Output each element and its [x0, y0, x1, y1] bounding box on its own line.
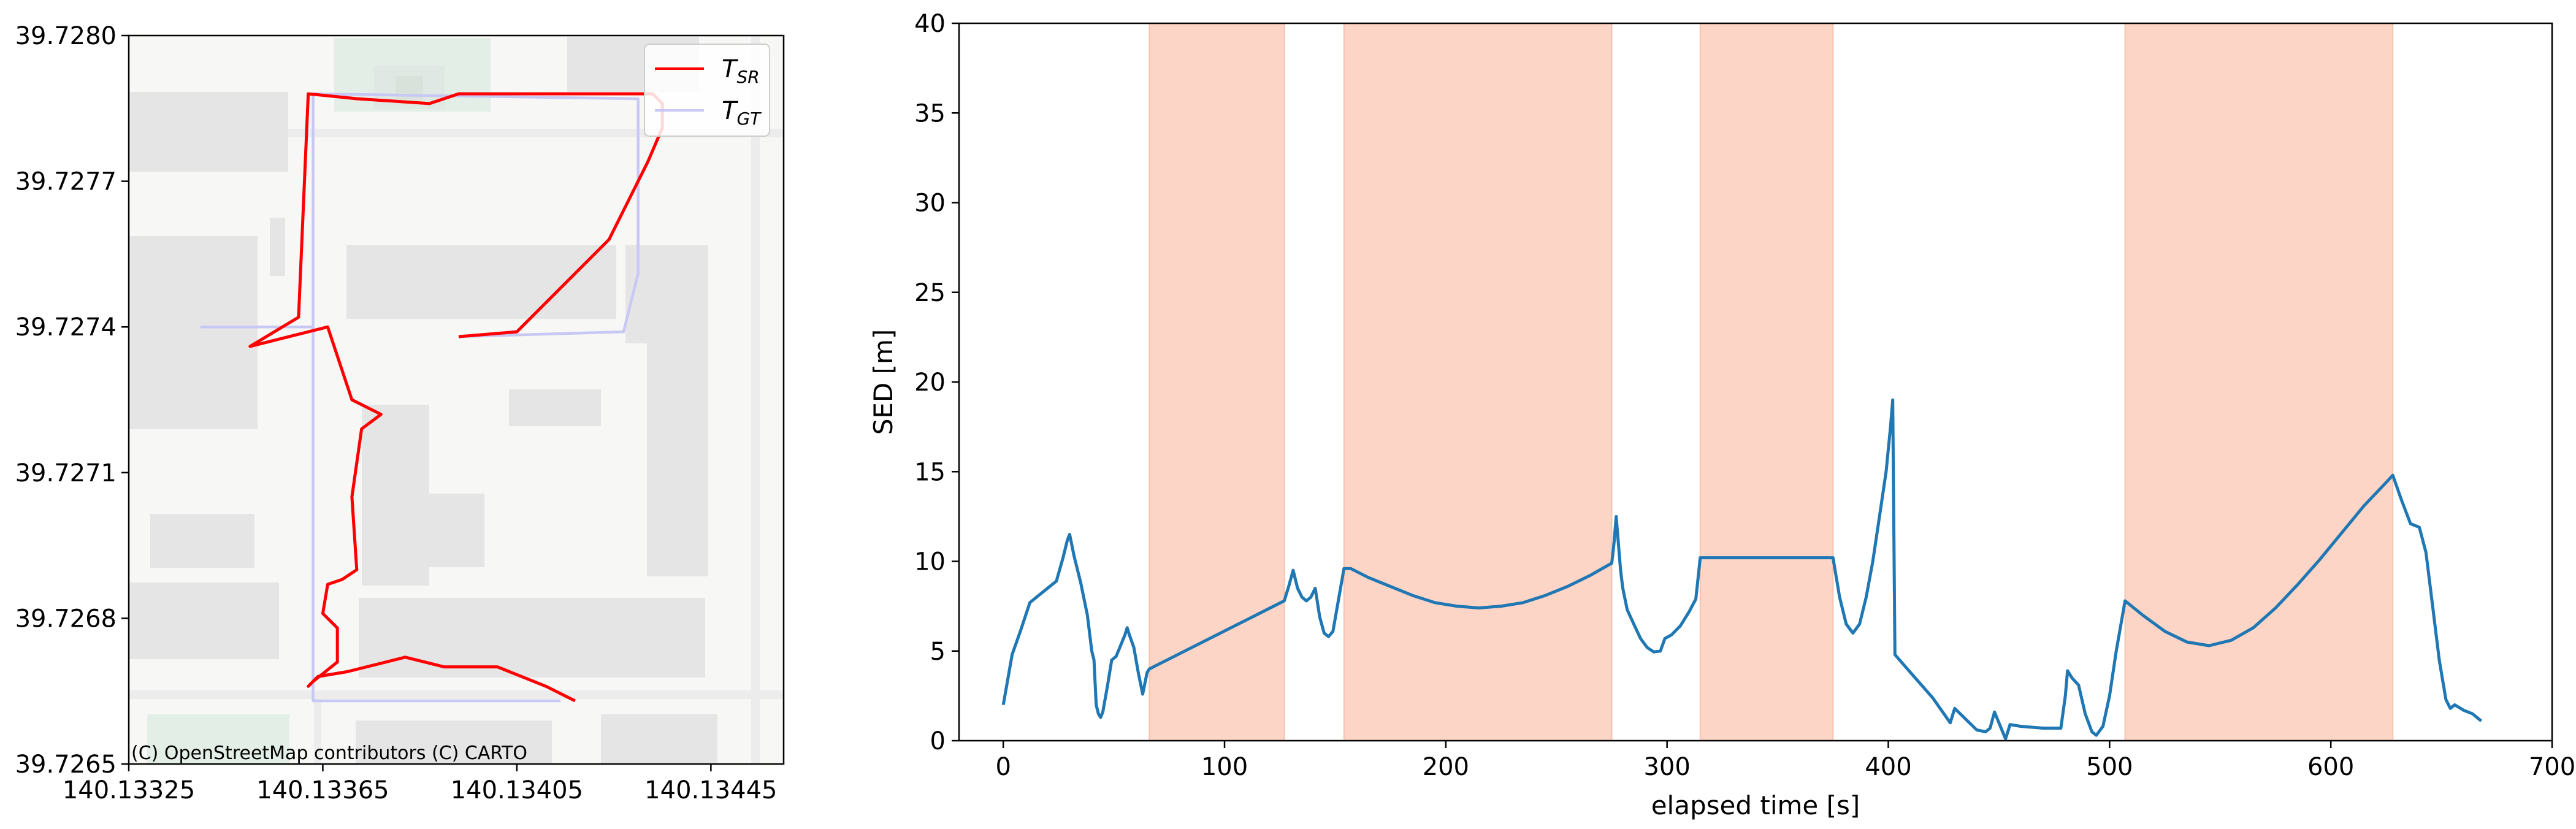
- x-tick-label: 0: [995, 753, 1011, 781]
- map-frame: [128, 34, 785, 765]
- y-tick-label: 40: [914, 10, 946, 38]
- x-tick-label: 140.13365: [256, 776, 389, 804]
- road: [129, 129, 784, 137]
- building: [647, 343, 708, 576]
- sed-x-axis-label: elapsed time [s]: [1651, 790, 1860, 820]
- building: [601, 714, 717, 764]
- trajectory-gt-line: [200, 92, 640, 703]
- sed-series: [1001, 398, 2483, 741]
- x-tick-label: 100: [1201, 753, 1248, 781]
- y-tick-label: 39.7277: [15, 168, 117, 196]
- basemap: [129, 36, 784, 764]
- y-tick-label: 0: [930, 727, 946, 755]
- shaded-interval: [1700, 23, 1833, 741]
- map-legend: TSR TGT: [644, 44, 770, 137]
- building: [270, 218, 285, 276]
- x-tick-label: 700: [2529, 753, 2575, 781]
- building: [129, 583, 279, 659]
- y-tick-label: 5: [930, 638, 946, 666]
- building: [356, 720, 552, 764]
- legend-label-sr-main: T: [722, 55, 739, 83]
- building: [359, 598, 705, 678]
- shaded-interval: [1149, 23, 1285, 741]
- y-tick-label: 39.7265: [15, 751, 117, 779]
- sed-y-axis-label: SED [m]: [868, 329, 898, 435]
- sed-y-ticks: 0 5 10 15 20 25 30 35 40: [914, 10, 959, 755]
- y-tick-label: 39.7280: [15, 22, 117, 50]
- building: [129, 236, 258, 429]
- building: [509, 389, 601, 426]
- map-attribution: (C) OpenStreetMap contributors (C) CARTO: [131, 743, 527, 764]
- y-tick-label: 39.7274: [15, 313, 117, 342]
- building: [129, 92, 288, 172]
- y-tick-label: 39.7271: [15, 459, 117, 487]
- x-tick-label: 600: [2307, 753, 2354, 781]
- map-panel: 140.13325 140.13365 140.13405 140.13445 39.…: [15, 22, 785, 804]
- sed-panel: 0 100 200 300 400 500 600 700 0510152025303540 …: [868, 10, 2575, 820]
- y-tick-label: 30: [914, 189, 946, 218]
- x-tick-label: 140.13325: [63, 776, 195, 804]
- y-tick-label: 20: [914, 369, 946, 397]
- park: [147, 714, 289, 764]
- legend-box: [644, 44, 770, 137]
- legend-label-gt-sub: GT: [736, 109, 762, 129]
- x-tick-label: 200: [1423, 753, 1469, 781]
- road: [129, 690, 784, 699]
- building: [362, 405, 429, 586]
- building: [346, 245, 616, 319]
- x-tick-label: 300: [1643, 753, 1690, 781]
- road: [751, 36, 760, 764]
- x-tick-label: 140.13445: [644, 776, 777, 804]
- building: [429, 494, 484, 567]
- x-tick-label: 500: [2086, 753, 2133, 781]
- shaded-interval: [1343, 23, 1612, 741]
- map-y-ticks: 39.7265 39.7268 39.7271 39.7274 39.7277 39.72…: [15, 22, 129, 779]
- legend-label-sr: TSR: [722, 55, 760, 87]
- shaded-intervals: [1148, 23, 2394, 741]
- x-tick-label: 400: [1865, 753, 1911, 781]
- legend-label-sr-sub: SR: [736, 67, 759, 87]
- legend-label-gt-main: T: [722, 97, 739, 125]
- building: [150, 514, 254, 568]
- road: [314, 699, 321, 764]
- y-tick-label: 10: [914, 548, 946, 576]
- legend-label-gt: TGT: [722, 97, 762, 129]
- sed-x-ticks: 0 100 200 300 400 500 600 700: [995, 741, 2575, 781]
- y-tick-label: 25: [914, 279, 946, 307]
- map-x-ticks: 140.13325 140.13365 140.13405 140.13445: [63, 764, 777, 804]
- sed-line: [1001, 398, 2483, 741]
- x-tick-label: 140.13405: [451, 776, 583, 804]
- y-tick-label: 35: [914, 99, 946, 128]
- y-tick-label: 15: [914, 458, 946, 486]
- y-tick-label: 39.7268: [15, 605, 117, 633]
